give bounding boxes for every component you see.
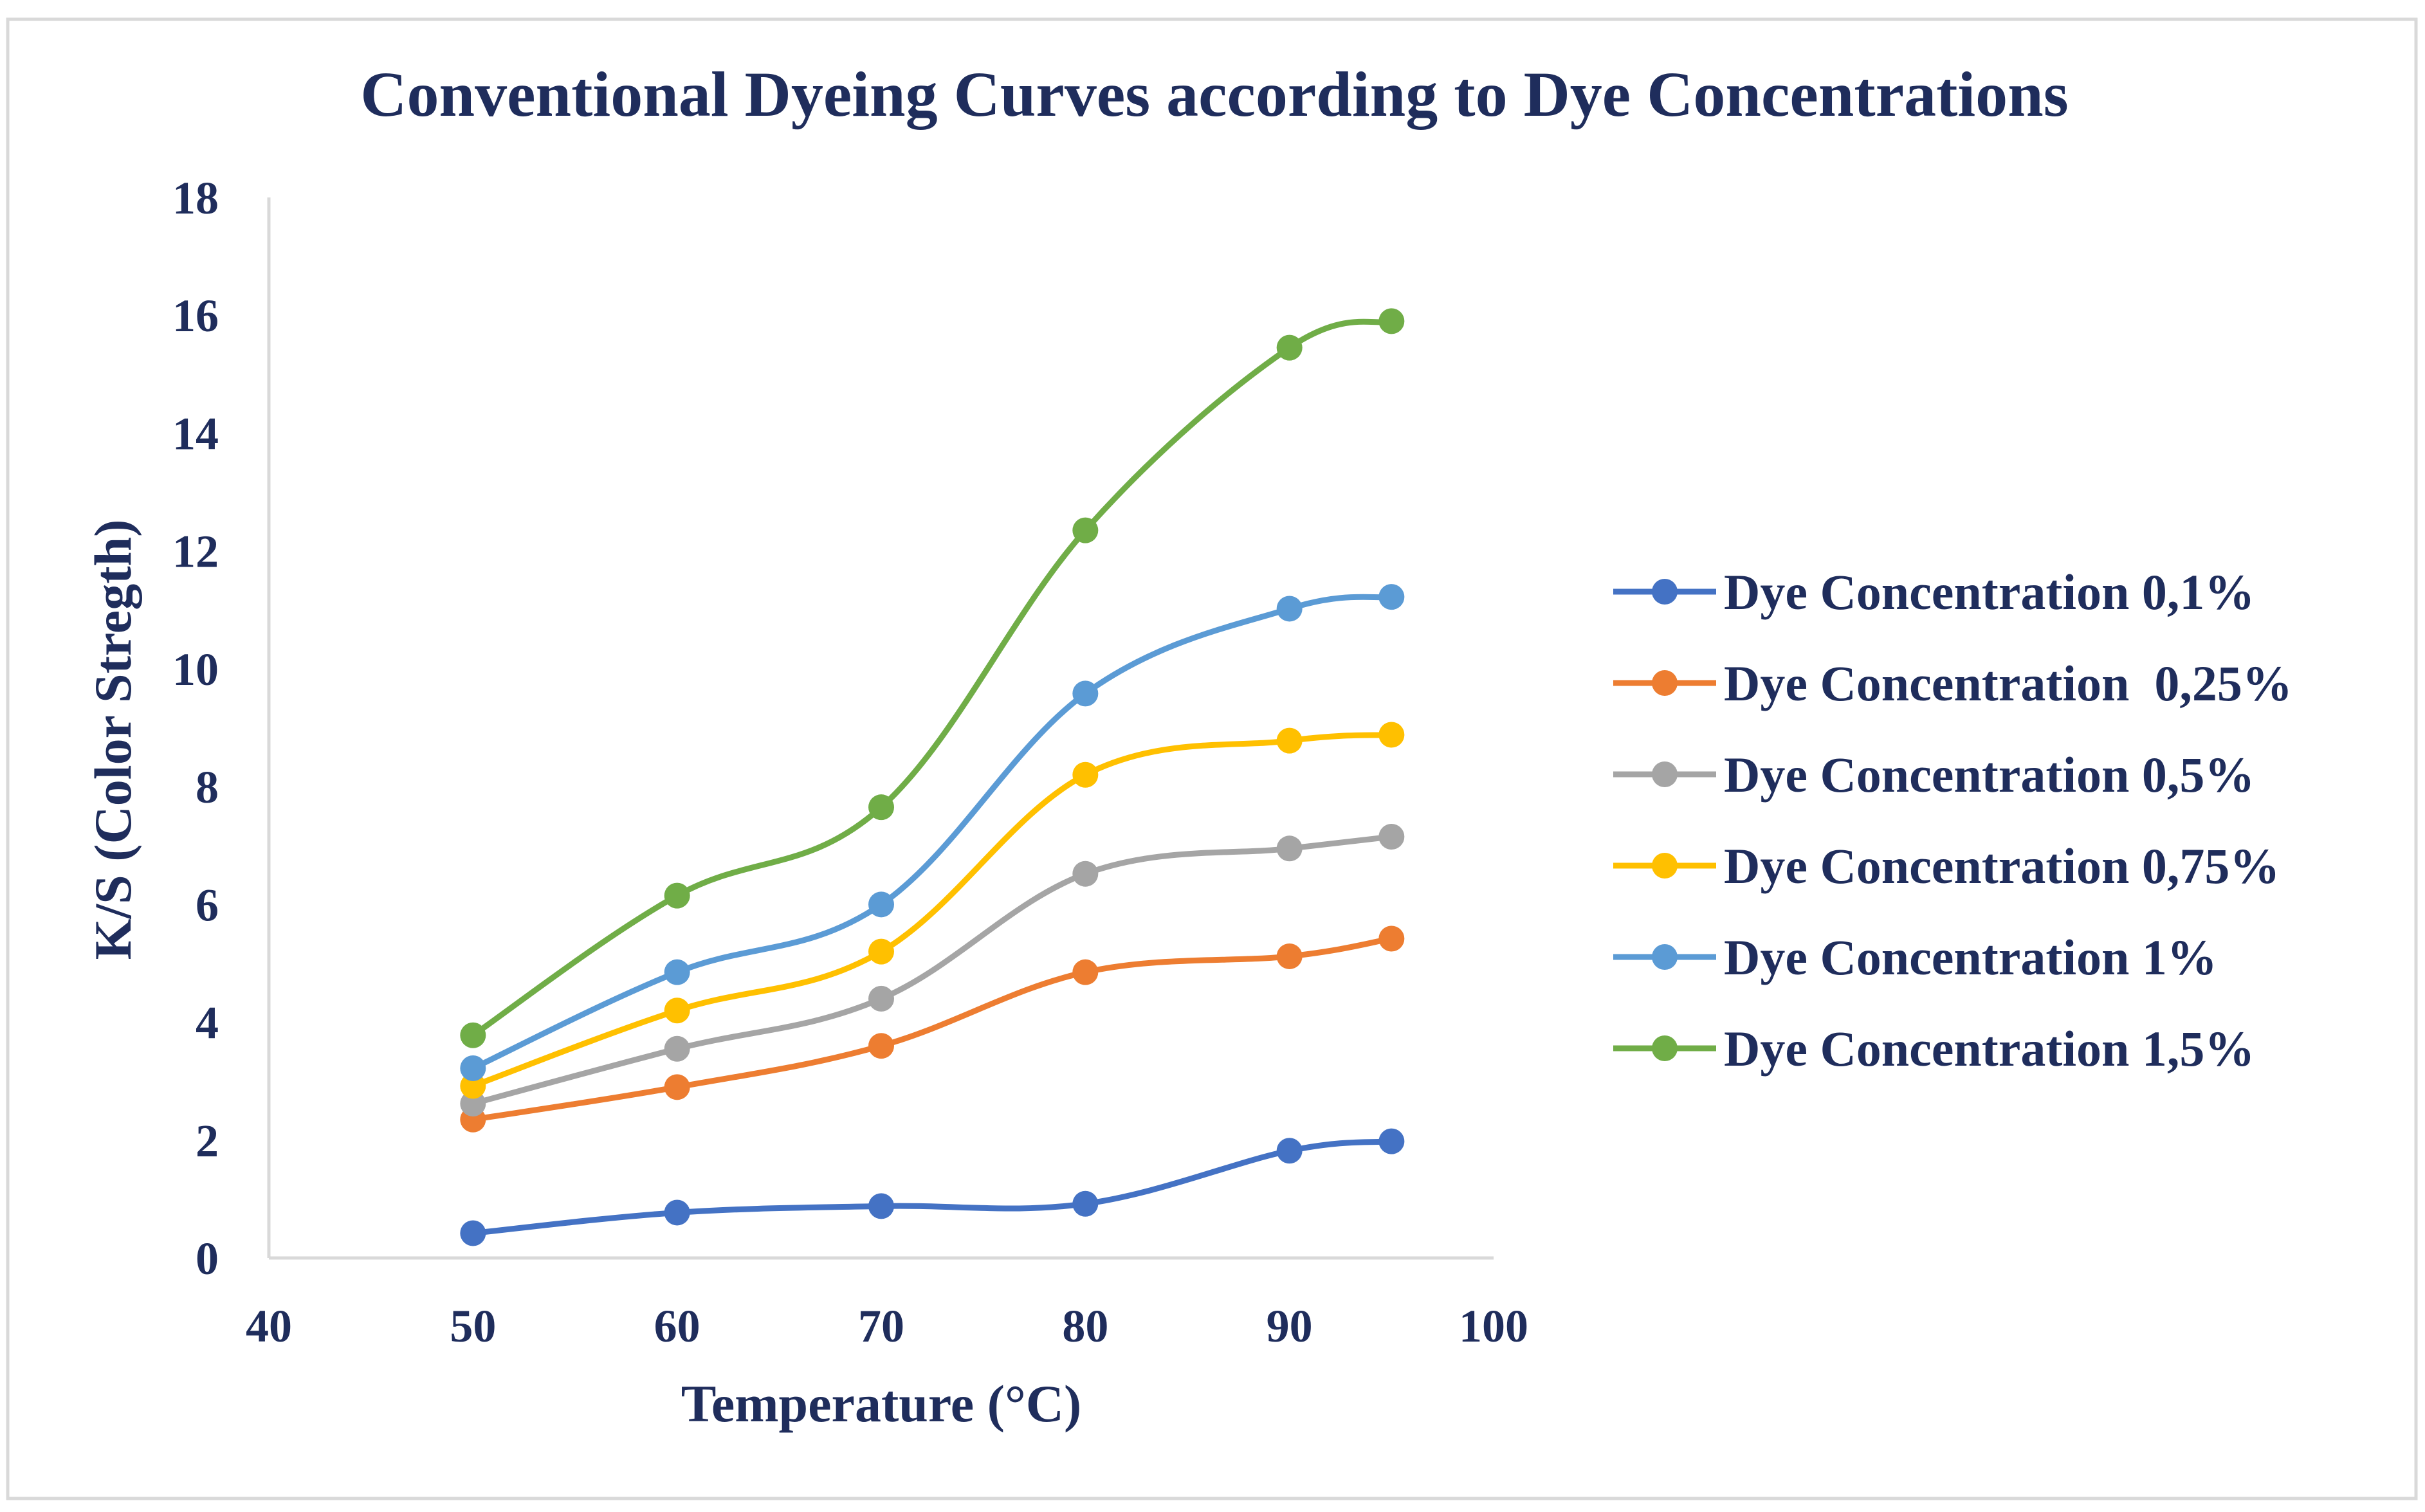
x-tick-label: 80	[1062, 1300, 1108, 1352]
data-point	[868, 891, 894, 918]
data-point	[1276, 943, 1303, 969]
x-tick-label: 60	[654, 1300, 700, 1352]
data-point	[1072, 861, 1099, 887]
data-point	[1072, 1190, 1099, 1217]
data-point	[1072, 761, 1099, 788]
y-tick-label: 12	[172, 526, 219, 578]
data-point	[1378, 308, 1405, 334]
series-6	[460, 308, 1405, 1048]
data-point	[1378, 722, 1405, 748]
data-point	[460, 1220, 486, 1246]
data-point	[460, 1022, 486, 1048]
legend-item: Dye Concentration 1,5%	[1613, 1021, 2255, 1077]
legend-item: Dye Concentration 0,75%	[1613, 838, 2280, 894]
legend-marker	[1652, 1035, 1678, 1061]
legend-marker	[1652, 761, 1678, 787]
data-point	[868, 985, 894, 1012]
chart-border	[6, 17, 2418, 1500]
y-tick-label: 4	[196, 997, 219, 1049]
legend-marker	[1652, 944, 1678, 970]
x-axis-title: Temperature (°C)	[681, 1374, 1082, 1433]
x-tick-label: 90	[1267, 1300, 1313, 1352]
data-point	[664, 997, 690, 1024]
legend-item: Dye Concentration 0,5%	[1613, 747, 2255, 803]
x-tick-label: 50	[450, 1300, 496, 1352]
legend-item: Dye Concentration 1%	[1613, 929, 2217, 985]
y-tick-label: 0	[196, 1233, 219, 1284]
data-point	[1276, 835, 1303, 862]
x-tick-label: 100	[1459, 1300, 1528, 1352]
data-point	[1378, 823, 1405, 850]
series-3	[460, 823, 1405, 1116]
data-point	[868, 938, 894, 965]
data-point	[1072, 680, 1099, 707]
legend-marker	[1652, 670, 1678, 696]
data-point	[1276, 596, 1303, 622]
data-point	[664, 882, 690, 909]
series-5	[460, 584, 1405, 1082]
series-1	[460, 1128, 1405, 1246]
data-point	[1072, 959, 1099, 985]
legend-item: Dye Concentration 0,1%	[1613, 564, 2255, 620]
data-point	[460, 1073, 486, 1099]
legend: Dye Concentration 0,1% Dye Concentration …	[1613, 564, 2292, 1077]
data-point	[1276, 334, 1303, 361]
legend-label: Dye Concentration 1%	[1724, 929, 2217, 985]
legend-label: Dye Concentration 0,75%	[1724, 838, 2280, 894]
data-point	[664, 1035, 690, 1062]
series-4	[460, 722, 1405, 1099]
data-point	[460, 1090, 486, 1116]
legend-marker	[1652, 853, 1678, 879]
y-axis-title: K/S (Color Stregth)	[84, 520, 142, 960]
x-tick-label: 70	[858, 1300, 904, 1352]
chart-title: Conventional Dyeing Curves according to …	[360, 59, 2068, 130]
legend-marker	[1652, 579, 1678, 605]
y-tick-label: 2	[196, 1115, 219, 1167]
data-point	[1378, 1128, 1405, 1154]
x-tick-labels: 40 50 60 70 80 90 100	[246, 1300, 1528, 1352]
x-tick-label: 40	[246, 1300, 292, 1352]
data-point	[1378, 584, 1405, 610]
data-point	[1378, 925, 1405, 952]
plot-area	[267, 197, 1494, 1260]
y-tick-label: 14	[172, 408, 219, 459]
data-point	[1276, 1138, 1303, 1164]
y-tick-label: 10	[172, 644, 219, 695]
y-tick-label: 18	[172, 172, 219, 224]
data-point	[1072, 517, 1099, 543]
y-tick-label: 6	[196, 879, 219, 931]
y-tick-labels: 0 2 4 6 8 10 12 14 16 18	[172, 172, 219, 1284]
y-tick-label: 16	[172, 290, 219, 342]
legend-label: Dye Concentration 0,5%	[1724, 747, 2255, 803]
data-point	[1276, 727, 1303, 754]
data-point	[460, 1055, 486, 1082]
data-point	[664, 959, 690, 985]
data-point	[664, 1074, 690, 1100]
legend-item: Dye Concentration 0,25%	[1613, 655, 2292, 711]
data-point	[868, 1193, 894, 1219]
legend-label: Dye Concentration 1,5%	[1724, 1021, 2255, 1077]
legend-label: Dye Concentration 0,25%	[1724, 655, 2292, 711]
y-tick-label: 8	[196, 761, 219, 813]
data-point	[664, 1199, 690, 1226]
series-group	[460, 308, 1405, 1246]
data-point	[868, 1033, 894, 1059]
legend-label: Dye Concentration 0,1%	[1724, 564, 2255, 620]
data-point	[868, 794, 894, 821]
